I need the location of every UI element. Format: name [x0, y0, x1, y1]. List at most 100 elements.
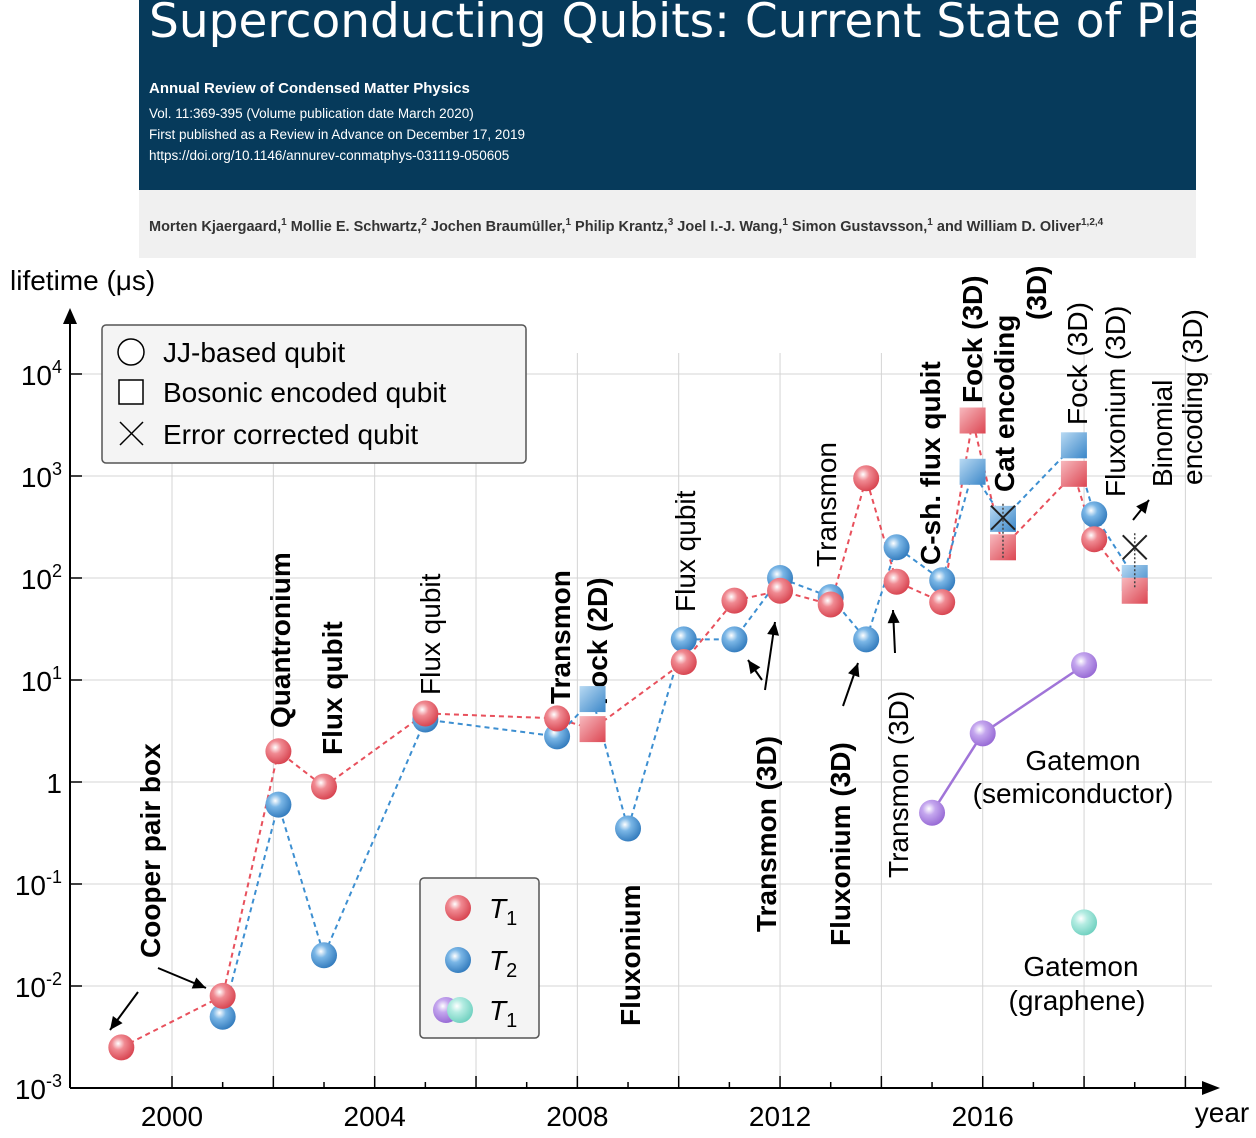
data-point [1081, 501, 1108, 528]
y-axis-label: lifetime (μs) [10, 265, 155, 296]
data-point [544, 705, 571, 732]
author-affiliation: 1 [782, 217, 788, 228]
data-point-square [959, 407, 986, 434]
data-point [265, 791, 292, 818]
data-point [883, 534, 910, 561]
annotation-label: Cat encoding [989, 315, 1020, 492]
data-point [721, 587, 748, 614]
data-point-square [1060, 460, 1087, 487]
error-corrected-mark [990, 505, 1016, 531]
annotation-label: Flux qubit [317, 621, 348, 755]
data-point [311, 773, 338, 800]
y-tick-label: 1 [46, 768, 62, 799]
error-corrected-mark [1122, 534, 1148, 561]
y-tick-label: 102 [21, 561, 62, 595]
x-axis-label: year [1195, 1097, 1249, 1128]
annotation-label: Fluxonium (3D) [825, 742, 856, 946]
author-affiliation: 2 [421, 217, 427, 228]
x-tick-label: 2012 [749, 1101, 811, 1132]
data-point [767, 577, 794, 604]
annotation-label: Flux qubit [670, 490, 701, 612]
data-point [919, 799, 946, 826]
data-point [108, 1034, 135, 1061]
data-point [209, 1003, 236, 1030]
y-tick-label: 103 [21, 459, 62, 493]
author-affiliation: 3 [667, 217, 674, 228]
data-point [883, 568, 910, 595]
annotation-label: (semiconductor) [973, 778, 1174, 809]
annotation-label: encoding (3D) [1177, 309, 1208, 485]
y-tick-label: 10-1 [15, 867, 62, 901]
marker-legend-box [101, 324, 527, 464]
publication-info: First published as a Review in Advance o… [149, 127, 525, 142]
author-name: Simon Gustavsson, [791, 218, 928, 235]
y-tick-label: 10-2 [15, 969, 62, 1003]
annotation-label: Fock (3D) [1062, 302, 1093, 425]
data-point [853, 626, 880, 653]
data-point [311, 942, 338, 969]
legend-circle-icon [117, 338, 145, 366]
author-name: Mollie E. Schwartz, [290, 218, 422, 235]
annotation-arrowhead [110, 1015, 123, 1030]
annotation-arrowhead [748, 660, 761, 675]
y-tick-label: 10-3 [15, 1071, 62, 1105]
data-point [1081, 526, 1108, 553]
annotation-label: Transmon (3D) [751, 736, 782, 932]
data-point [1071, 652, 1098, 679]
data-point [670, 649, 697, 676]
author-affiliation: 1,2,4 [1080, 217, 1104, 228]
data-point [412, 700, 439, 727]
annotation-label: Fock (2D) [582, 577, 613, 705]
lifetime-chart: 10-3 10-2 10-1 1 101 102 103 104 2000 2004 2008 201… [10, 265, 1249, 1132]
x-axis-arrow [1202, 1081, 1220, 1095]
journal-name: Annual Review of Condensed Matter Physic… [149, 80, 470, 97]
article-title: Superconducting Qubits: Current State of… [149, 0, 1234, 49]
data-point [209, 982, 236, 1009]
annotation-label: Binomial [1147, 380, 1178, 487]
data-point [853, 465, 880, 492]
annotation-arrowhead [848, 663, 860, 678]
annotation-label: (3D) [1021, 266, 1052, 320]
volume-info: Vol. 11:369-395 (Volume publication date… [149, 106, 474, 121]
data-point [817, 591, 844, 618]
y-axis-arrow [63, 308, 77, 324]
legend-gatemon-ball [447, 997, 473, 1023]
annotation-label: Quantronium [265, 552, 296, 728]
data-point [544, 723, 571, 750]
annotation-arrowhead [191, 977, 206, 989]
author-name: Morten Kjaergaard, [149, 218, 282, 235]
legend-square-icon [118, 379, 144, 405]
marker-legend-label: Error corrected qubit [163, 419, 418, 450]
data-point [929, 589, 956, 616]
legend-t1-ball [445, 895, 471, 921]
author-affiliation: 1 [565, 217, 572, 228]
annotation-arrowhead [887, 610, 900, 624]
author-block: Morten Kjaergaard, 1 Mollie E. Schwartz,2… [139, 190, 1196, 258]
annotation-label: Transmon [545, 570, 576, 704]
marker-legend-label: JJ-based qubit [163, 337, 345, 368]
data-point [615, 815, 642, 842]
annotation-label: Transmon [811, 442, 842, 567]
series-legend-label: T1 [489, 893, 517, 930]
annotation-label: Fock (3D) [957, 275, 988, 403]
data-point-square [579, 716, 606, 743]
annotation-label: Cooper pair box [135, 743, 166, 958]
data-point-square [1060, 432, 1087, 459]
data-point-square [959, 458, 986, 485]
data-point [265, 738, 292, 765]
data-point [1071, 909, 1098, 936]
y-tick-label: 101 [21, 663, 62, 697]
annotation-label: Fluxonium (3D) [1100, 306, 1131, 497]
legend-t2-ball [445, 947, 471, 973]
data-point [929, 567, 956, 594]
annotation-label: Gatemon [1023, 951, 1138, 982]
doi-link[interactable]: https://doi.org/10.1146/annurev-conmatph… [149, 148, 510, 163]
annotation-label: Flux qubit [415, 573, 446, 695]
annotation-label: Gatemon [1025, 745, 1140, 776]
author-name: and William D. Oliver [936, 218, 1081, 235]
x-tick-label: 2008 [546, 1101, 608, 1132]
annotation-label: Transmon (3D) [883, 691, 914, 878]
series-legend-label: T2 [489, 945, 517, 982]
author-list: Morten Kjaergaard, 1 Mollie E. Schwartz,2… [149, 212, 1194, 238]
series-legend-label: T1 [489, 995, 517, 1032]
